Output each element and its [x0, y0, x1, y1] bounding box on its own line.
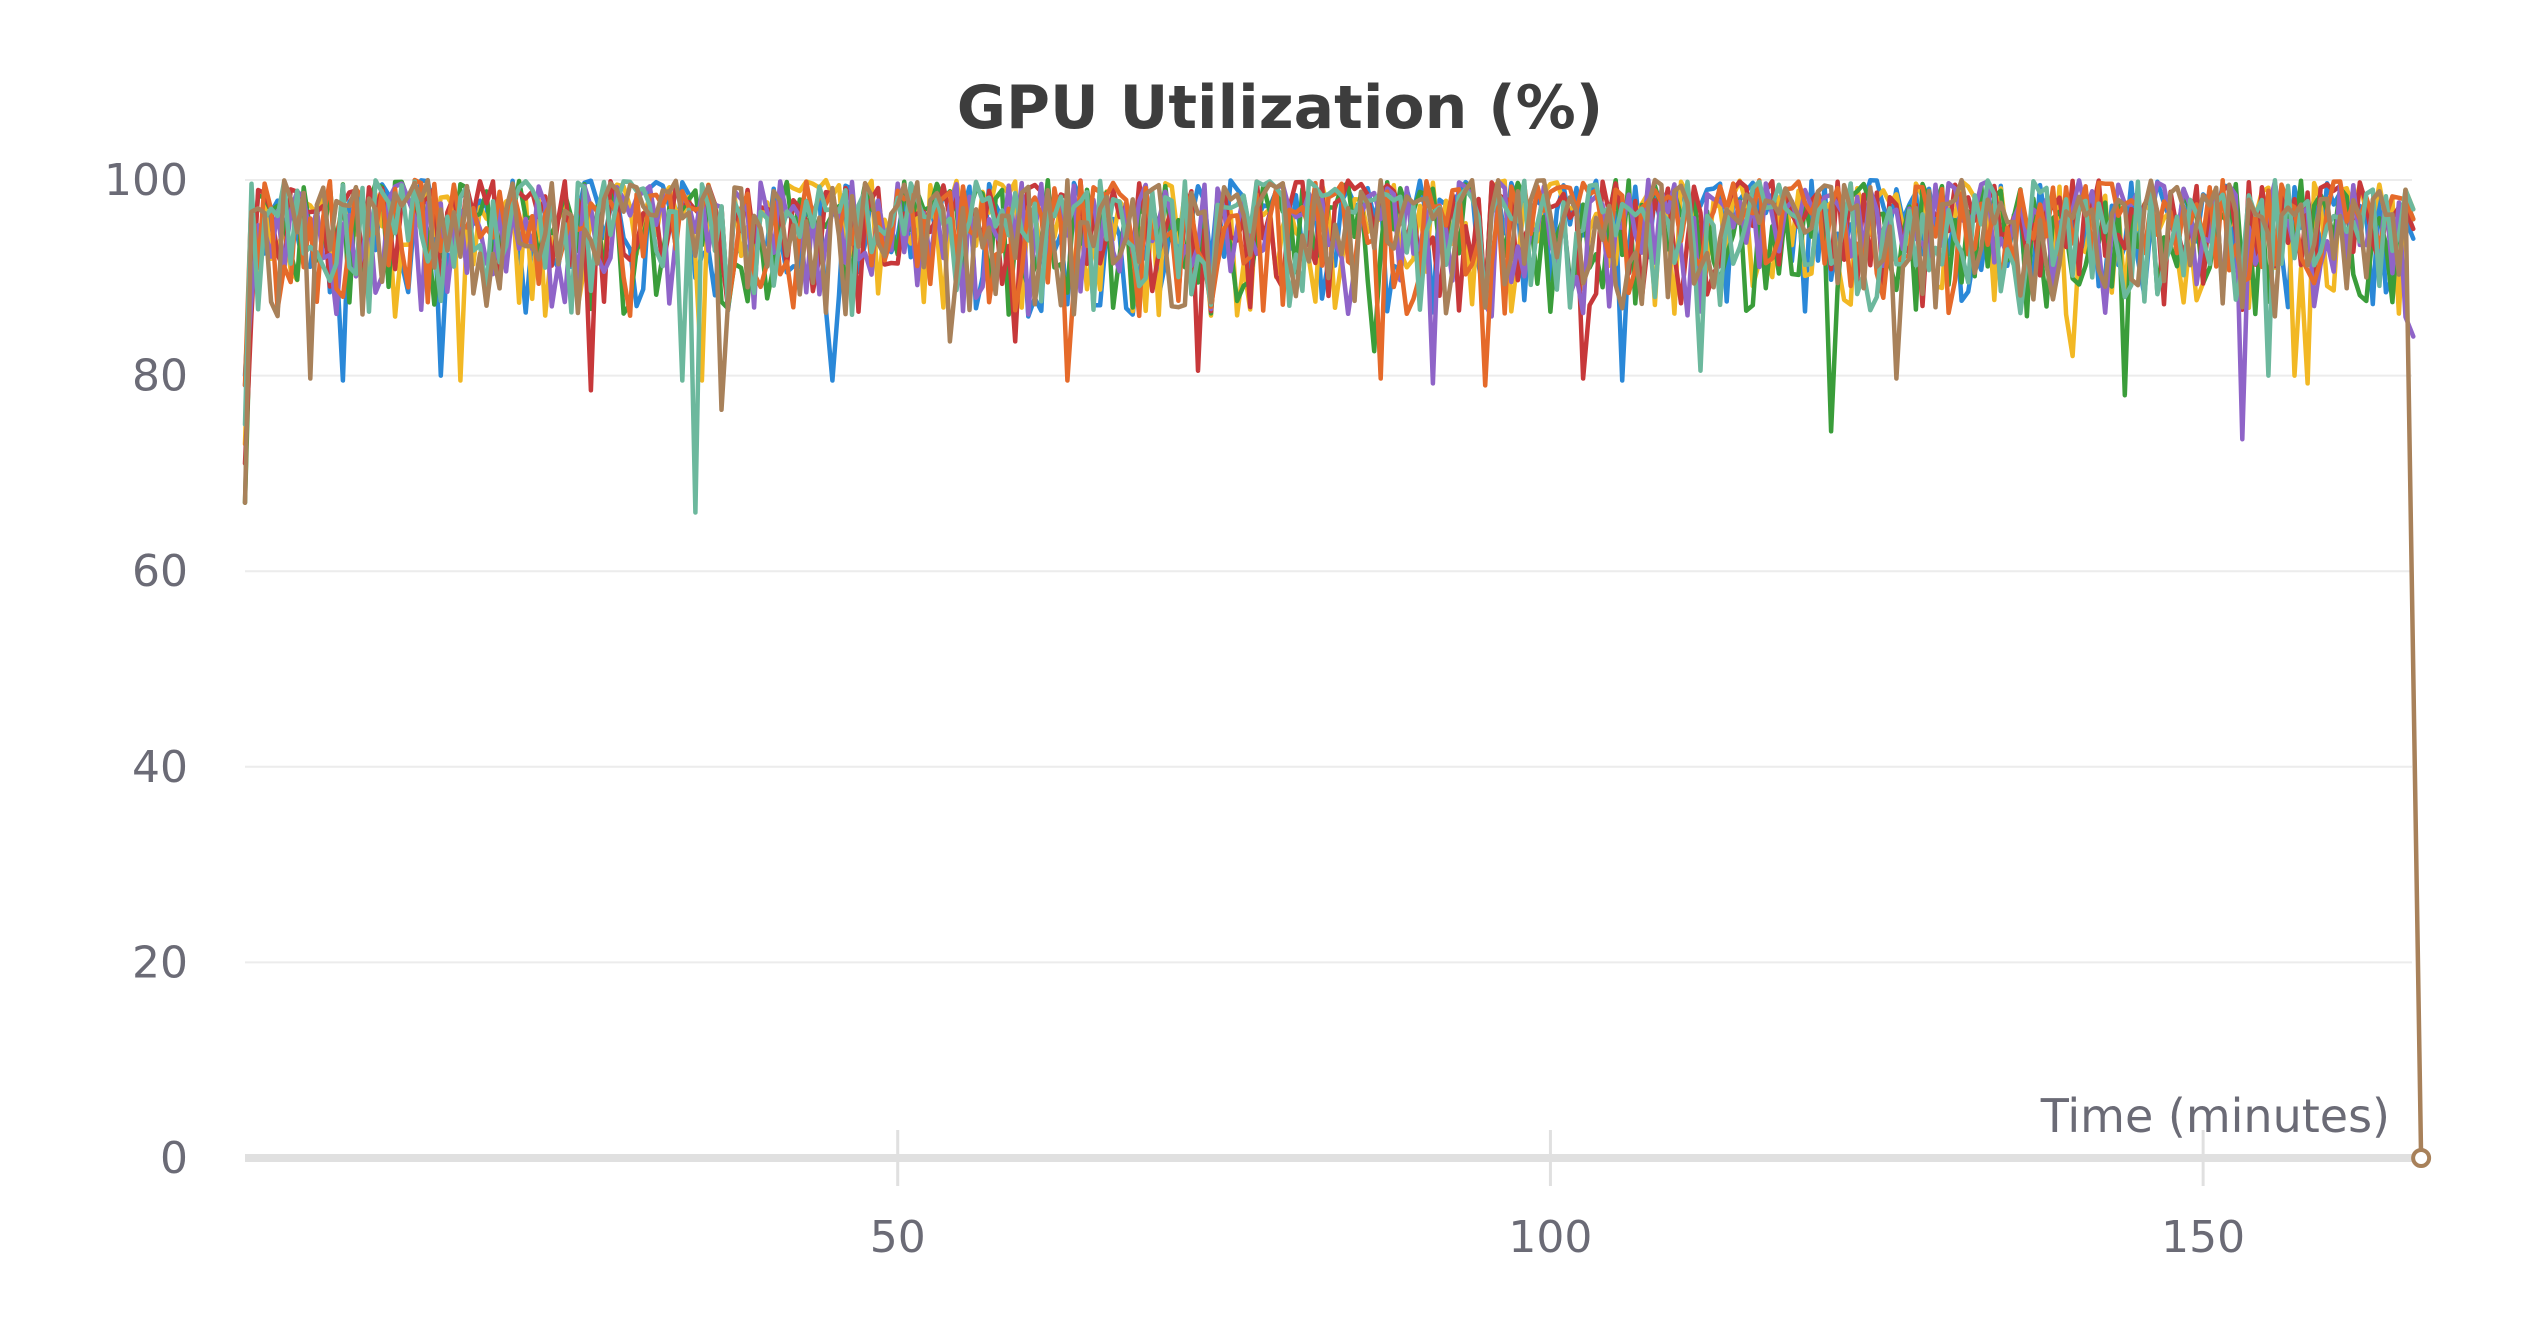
series-line-gpu-7: [242, 177, 2424, 1161]
y-tick-label: 40: [132, 742, 188, 793]
x-axis: 50 100 150: [245, 1130, 2418, 1263]
y-axis-ticks: 0 20 40 60 80 100: [104, 155, 188, 1184]
y-tick-label: 100: [104, 155, 188, 206]
series-lines: [242, 177, 2432, 1168]
y-tick-label: 60: [132, 546, 188, 597]
grid-lines: [245, 179, 2412, 964]
x-tick-label: 50: [870, 1212, 926, 1263]
x-tick-label: 100: [1508, 1212, 1592, 1263]
y-tick-label: 20: [132, 937, 188, 988]
y-tick-label: 80: [132, 351, 188, 402]
x-tick-label: 150: [2161, 1212, 2245, 1263]
series-end-marker: [2411, 1148, 2432, 1168]
x-axis-label: Time (minutes): [2040, 1089, 2390, 1143]
chart-title: GPU Utilization (%): [957, 73, 1603, 143]
y-tick-label: 0: [160, 1133, 188, 1184]
